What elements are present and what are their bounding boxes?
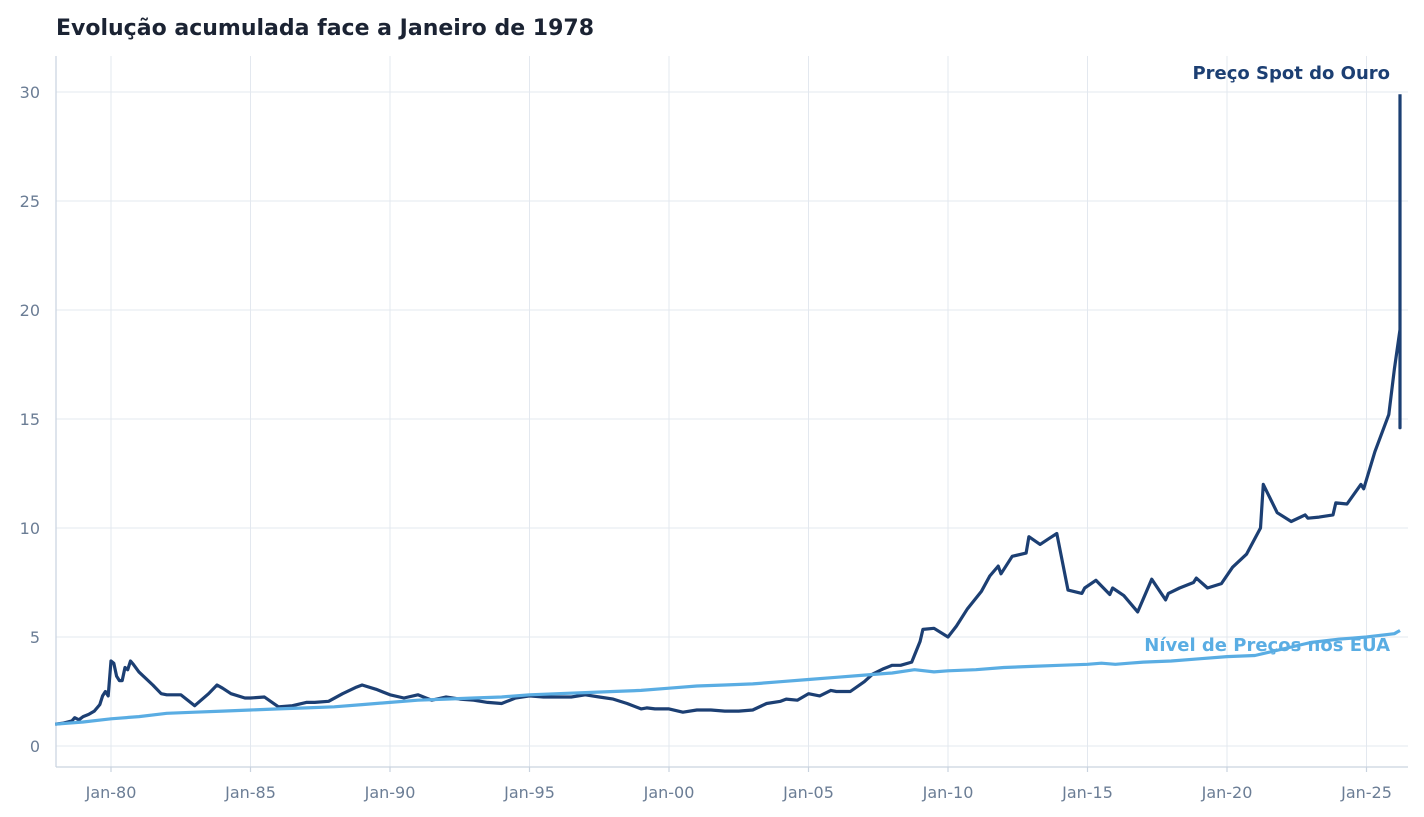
x-tick-label: Jan-25 bbox=[1340, 783, 1392, 802]
x-tick-label: Jan-20 bbox=[1201, 783, 1253, 802]
x-tick-label: Jan-90 bbox=[364, 783, 416, 802]
x-tick-label: Jan-95 bbox=[503, 783, 555, 802]
series-line-cpi bbox=[55, 629, 1401, 726]
y-tick-label: 15 bbox=[20, 410, 40, 429]
x-tick-label: Jan-85 bbox=[224, 783, 276, 802]
x-tick-label: Jan-00 bbox=[643, 783, 695, 802]
y-tick-label: 10 bbox=[20, 519, 40, 538]
axes bbox=[55, 56, 1408, 768]
y-tick-label: 0 bbox=[30, 737, 40, 756]
series-label-gold: Preço Spot do Ouro bbox=[1192, 63, 1390, 84]
x-tick-label: Jan-10 bbox=[922, 783, 974, 802]
chart-title: Evolução acumulada face a Janeiro de 197… bbox=[56, 16, 594, 41]
series-label-cpi: Nível de Preços nos EUA bbox=[1144, 635, 1390, 656]
x-tick-label: Jan-15 bbox=[1061, 783, 1113, 802]
y-tick-label: 25 bbox=[20, 192, 40, 211]
tick-labels: 0 5 10 15 20 25 30 Jan-80 Jan-85 Jan-90 Jan-95 Jan-… bbox=[20, 83, 1392, 802]
series bbox=[54, 94, 1402, 726]
x-tick-label: Jan-05 bbox=[782, 783, 834, 802]
y-tick-label: 5 bbox=[30, 628, 40, 647]
y-tick-label: 30 bbox=[20, 83, 40, 102]
series-labels: Preço Spot do Ouro Nível de Preços nos EU… bbox=[1144, 63, 1390, 656]
series-line-gold bbox=[54, 94, 1402, 726]
x-tick-label: Jan-80 bbox=[85, 783, 137, 802]
grid bbox=[56, 56, 1408, 772]
y-tick-label: 20 bbox=[20, 301, 40, 320]
